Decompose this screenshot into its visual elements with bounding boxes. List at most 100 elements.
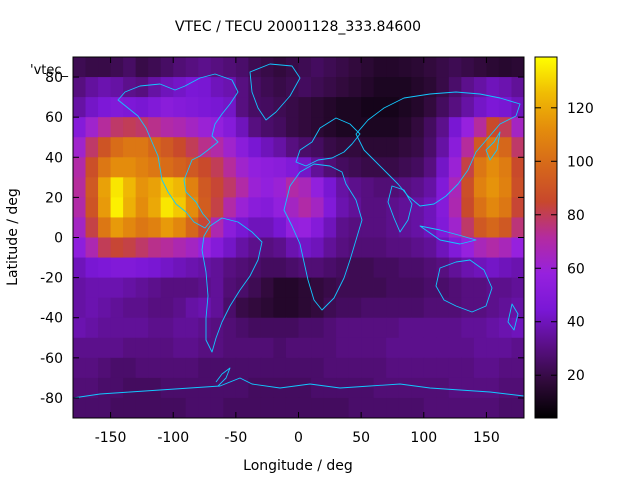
heatmap-cell [323, 77, 337, 98]
heatmap-cell [98, 377, 112, 399]
heatmap-cell [398, 97, 412, 118]
heatmap-cell [461, 57, 475, 78]
heatmap-cell [273, 117, 287, 138]
heatmap-cell [336, 317, 350, 339]
colorbar-axis: 20 40 60 80 100 120 [535, 101, 594, 384]
heatmap-cell [210, 77, 224, 98]
heatmap-cell [185, 197, 199, 219]
heatmap-cell [411, 337, 425, 359]
heatmap-cell [210, 217, 224, 239]
heatmap-cell [511, 197, 524, 219]
heatmap-cell [260, 357, 275, 379]
heatmap-cell [110, 57, 124, 78]
heatmap-cell [498, 357, 513, 379]
heatmap-cell [185, 157, 199, 178]
heatmap-cell [473, 77, 488, 98]
colorbar-tick-label: 40 [567, 315, 585, 331]
heatmap-cell [398, 217, 412, 239]
heatmap-cell [273, 57, 287, 78]
heatmap-cell [423, 357, 437, 379]
coastline-asia [355, 91, 521, 207]
heatmap-cell [361, 237, 375, 259]
heatmap-cell [198, 57, 212, 78]
heatmap-cell [135, 57, 149, 78]
heatmap-cell [486, 377, 500, 399]
y-tick-label: 20 [45, 190, 63, 206]
heatmap-cell [173, 357, 187, 379]
heatmap-cell [498, 197, 513, 219]
heatmap-cell [423, 277, 437, 299]
heatmap-cell [511, 317, 524, 339]
heatmap-cell [123, 117, 137, 138]
heatmap-cell [311, 377, 325, 399]
heatmap-cell [423, 397, 437, 418]
heatmap-cell [223, 257, 237, 279]
heatmap-cell [173, 317, 187, 339]
heatmap-cell [461, 337, 475, 359]
heatmap-cell [398, 117, 412, 138]
heatmap-cell [348, 357, 362, 379]
heatmap-cell [423, 257, 437, 279]
heatmap-cell [448, 197, 462, 219]
heatmap-cell [123, 97, 137, 118]
heatmap-cell [498, 277, 513, 299]
heatmap-cell [135, 257, 149, 279]
heatmap-cell [148, 97, 162, 118]
heatmap-cell [248, 97, 262, 118]
heatmap-cell [386, 317, 400, 339]
heatmap-cell [323, 297, 337, 319]
heatmap-cell [148, 177, 162, 198]
heatmap-cell [160, 197, 174, 219]
heatmap-cell [411, 397, 425, 418]
colorbar-tick-label: 60 [567, 261, 585, 277]
heatmap-cell [423, 177, 437, 198]
heatmap-cell [148, 57, 162, 78]
heatmap-cell [373, 257, 387, 279]
heatmap-cell [361, 277, 375, 299]
heatmap-cell [135, 277, 149, 299]
heatmap-cell [311, 337, 325, 359]
x-tick-label: 0 [294, 430, 303, 446]
heatmap-cell [273, 317, 287, 339]
heatmap-cell [298, 337, 312, 359]
heatmap-cell [123, 277, 137, 299]
heatmap-cell [135, 377, 149, 399]
heatmap-cell [110, 177, 124, 198]
heatmap-cell [135, 197, 149, 219]
heatmap-cell [235, 397, 249, 418]
heatmap-cell [323, 277, 337, 299]
heatmap-cell [361, 257, 375, 279]
heatmap-cell [98, 277, 112, 299]
coastline-australia [435, 259, 493, 313]
heatmap-cell [285, 77, 300, 98]
heatmap-cell [148, 117, 162, 138]
heatmap-cell [260, 217, 275, 239]
x-axis-label: Longitude / deg [243, 458, 353, 474]
heatmap-cell [298, 97, 312, 118]
heatmap-cell [423, 337, 437, 359]
heatmap-cell [285, 357, 300, 379]
heatmap-cell [298, 57, 312, 78]
heatmap-cell [386, 117, 400, 138]
heatmap-cell [323, 237, 337, 259]
heatmap-cell [436, 77, 450, 98]
heatmap-cell [260, 277, 275, 299]
heatmap-cell [486, 317, 500, 339]
heatmap-cell [498, 217, 513, 239]
heatmap-cell [373, 57, 387, 78]
heatmap-cell [110, 137, 124, 158]
heatmap-cell [486, 117, 500, 138]
heatmap-cell [411, 97, 425, 118]
heatmap-cell [473, 137, 488, 158]
heatmap-cell [436, 217, 450, 239]
heatmap-cell [110, 357, 124, 379]
heatmap-cell [135, 77, 149, 98]
heatmap-cell [148, 77, 162, 98]
heatmap-cell [85, 157, 99, 178]
heatmap-cell [85, 317, 99, 339]
heatmap-cell [273, 357, 287, 379]
heatmap-cell [323, 217, 337, 239]
heatmap-cell [248, 117, 262, 138]
y-tick-label: -40 [40, 311, 63, 327]
